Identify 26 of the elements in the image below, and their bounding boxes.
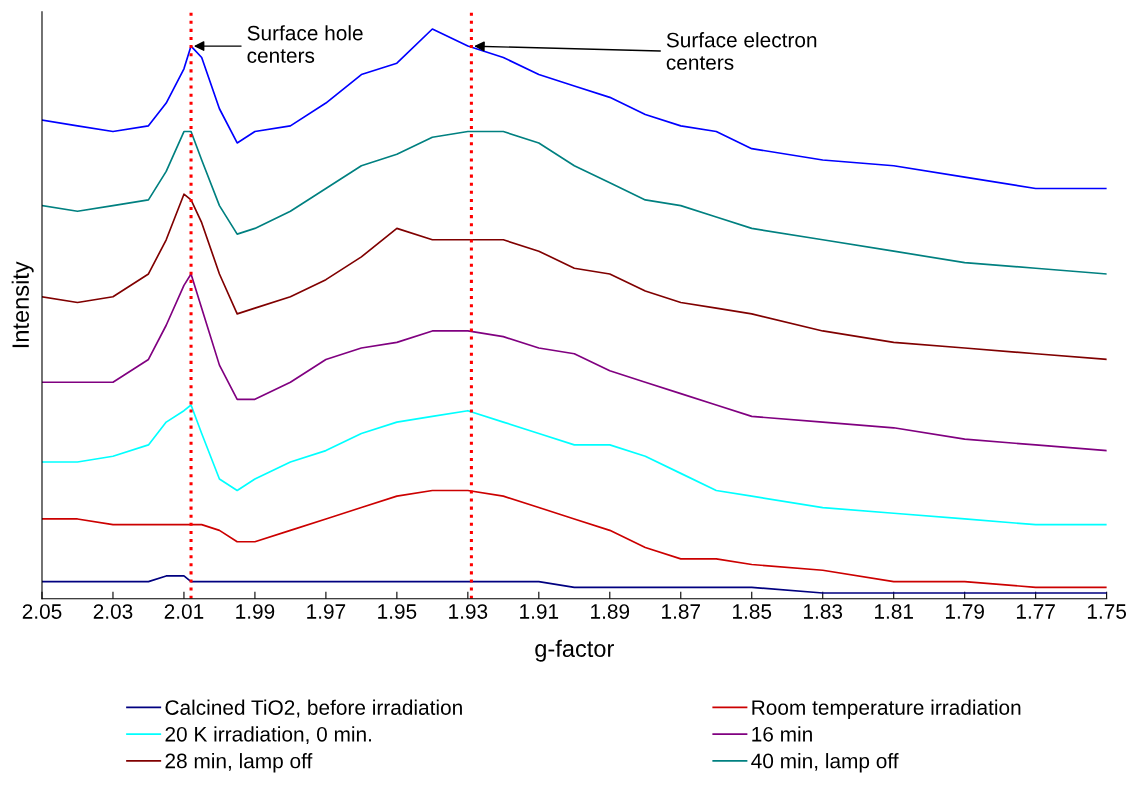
x-tick-label: 1.79: [945, 604, 984, 619]
x-tick-label: 1.75: [1087, 604, 1127, 619]
legend-label: 20 K irradiation, 0 min.: [165, 726, 371, 745]
x-tick-label: 1.87: [662, 604, 700, 619]
legend-label: 40 min, lamp off: [751, 753, 899, 773]
legend-label: 28 min, lamp off: [165, 753, 313, 773]
x-tick-label: 1.77: [1016, 604, 1055, 619]
x-tick-label: 1.95: [378, 604, 417, 619]
x-tick-label: 2.01: [164, 604, 204, 619]
annotation: Surface electron centers: [666, 32, 817, 70]
x-tick-label: 1.81: [875, 604, 913, 619]
legend-label: Calcined TiO2, before irradiation: [165, 699, 462, 718]
x-tick-label: 1.97: [307, 604, 346, 619]
x-tick-label: 1.99: [236, 604, 275, 619]
x-tick-label: 1.85: [733, 604, 772, 619]
legend-label: 16 min: [752, 726, 812, 742]
x-tick-label: 1.89: [591, 604, 630, 619]
x-tick-label: 1.93: [449, 604, 488, 619]
annotation: Surface hole centers: [247, 25, 363, 63]
legend-label: Room temperature irradiation: [752, 699, 1021, 720]
x-tick-label: 2.05: [22, 604, 62, 619]
x-axis-title: g-factor: [535, 639, 614, 662]
x-tick-label: 2.03: [93, 604, 133, 619]
x-tick-label: 1.83: [804, 604, 843, 619]
x-tick-label: 1.91: [520, 604, 559, 619]
y-axis-title: Intensity: [11, 261, 34, 348]
